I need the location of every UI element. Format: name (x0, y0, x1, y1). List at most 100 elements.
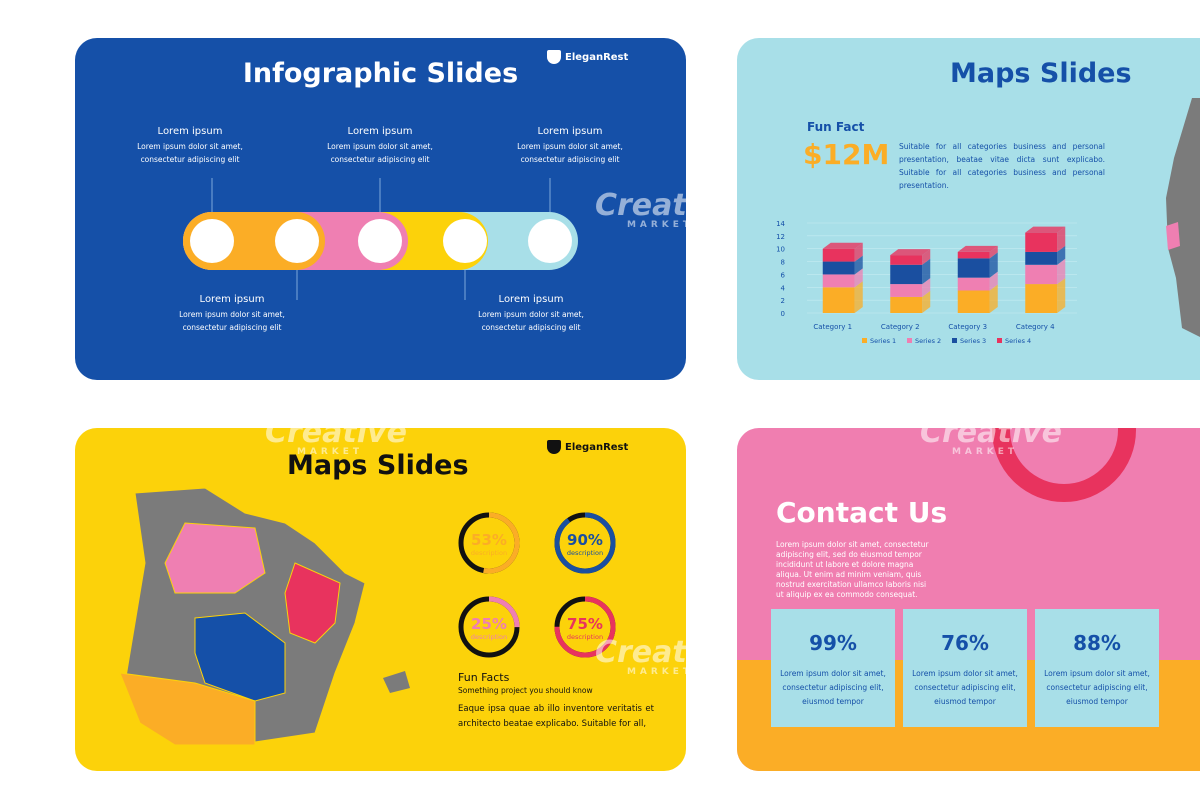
y-tick-label: 14 (776, 220, 785, 228)
infographic-slide: Infographic Slides EleganRest Lorem ipsu… (75, 38, 686, 380)
watermark-sub: MARKET (951, 15, 1019, 25)
watermark-sub: MARKET (951, 447, 1019, 457)
bar-segment (957, 290, 990, 313)
legend-swatch (997, 338, 1002, 343)
bar-side (989, 284, 998, 313)
legend-label: Series 4 (1005, 337, 1031, 345)
contact-slide: Contact Us Lorem ipsum dolor sit amet, c… (737, 428, 1200, 771)
step-line: consectetur adipiscing elit (140, 155, 240, 164)
bar-top (822, 242, 863, 249)
facts-text: Eaque ipsa quae ab illo inventore verita… (458, 704, 654, 729)
stat-value: 88% (1073, 631, 1121, 655)
x-tick-label: Category 1 (813, 323, 852, 331)
bar-side (989, 252, 998, 278)
maps-slide: Maps Slides Fun Fact $12M Suitable for a… (737, 38, 1200, 380)
bar-top (1025, 226, 1066, 233)
y-tick-label: 10 (776, 246, 785, 254)
slide-title: Contact Us (776, 496, 948, 529)
y-tick-label: 12 (776, 233, 785, 241)
slide-title: Maps Slides (950, 58, 1132, 89)
bar-segment (822, 261, 855, 275)
ring-label: 25% (471, 615, 507, 633)
step-line: Lorem ipsum dolor sit amet, (327, 142, 433, 151)
ring-arc (458, 512, 520, 574)
bar-side (922, 290, 931, 313)
step-text: Lorem ipsum Lorem ipsum dolor sit amet, co… (490, 126, 650, 166)
watermark-sub: MARKET (626, 667, 694, 677)
bar-side (922, 278, 931, 297)
y-tick-label: 2 (781, 297, 785, 305)
y-tick-label: 0 (781, 310, 785, 318)
step-heading: Lorem ipsum (498, 294, 564, 305)
bar-side (854, 268, 863, 288)
stat-value: 99% (809, 631, 857, 655)
watermark-sub: MARKET (296, 15, 364, 25)
maps-slide-2: Maps Slides EleganRest 53% description 90%… (75, 428, 686, 771)
bar-side (854, 242, 863, 262)
y-tick-label: 4 (781, 284, 786, 292)
step-line: consectetur adipiscing elit (481, 323, 581, 332)
ring-label: 75% (567, 615, 603, 633)
step-line: Lorem ipsum dolor sit amet, (478, 310, 584, 319)
step-text: Lorem ipsum Lorem ipsum dolor sit amet, co… (110, 126, 270, 166)
bar-segment (822, 248, 855, 262)
bar-segment (1025, 232, 1058, 252)
step-line: consectetur adipiscing elit (520, 155, 620, 164)
bar-segment (890, 284, 923, 297)
legend-swatch (952, 338, 957, 343)
y-tick-label: 6 (781, 271, 786, 279)
fact-value: $12M (803, 138, 890, 171)
bar-top (957, 245, 998, 252)
ring-stats: 53%description90%description25%descripti… (458, 512, 616, 658)
brand: EleganRest (547, 50, 628, 64)
stat-line: Lorem ipsum dolor sit amet, (780, 669, 886, 678)
step-heading: Lorem ipsum (157, 126, 223, 137)
bar-side (854, 281, 863, 313)
step-icons (190, 219, 572, 263)
fact-text: Suitable for all categories business and… (899, 142, 1105, 190)
step-heading: Lorem ipsum (347, 126, 413, 137)
facts-heading: Fun Facts (458, 671, 510, 684)
bar-side (989, 245, 998, 259)
bar-segment (1025, 251, 1058, 265)
bar-side (1057, 258, 1066, 285)
bar-segment (890, 264, 923, 285)
stat-line: eiusmod tempor (934, 697, 996, 706)
stat-card: 99% Lorem ipsum dolor sit amet, consectetu… (771, 609, 895, 727)
brand-text: EleganRest (565, 442, 629, 453)
step-heading: Lorem ipsum (199, 294, 265, 305)
bar-segment (822, 287, 855, 313)
contact-text: Lorem ipsum dolor sit amet, consectetur … (776, 540, 929, 599)
step-text: Lorem ipsum Lorem ipsum dolor sit amet, co… (300, 126, 460, 166)
step-bar (183, 178, 578, 300)
step-line: Lorem ipsum dolor sit amet, (137, 142, 243, 151)
bar-side (1057, 226, 1066, 252)
x-tick-label: Category 4 (1016, 323, 1055, 331)
bar-segment (822, 274, 855, 288)
step-line: Lorem ipsum dolor sit amet, (517, 142, 623, 151)
slide-title: Maps Slides (287, 450, 469, 481)
watermark-sub: MARKET (0, 230, 29, 240)
map-portugal (1166, 98, 1200, 337)
bar-segment (957, 258, 990, 278)
legend-swatch (907, 338, 912, 343)
bar-segment (957, 251, 990, 259)
legend-swatch (862, 338, 867, 343)
watermark-sub: MARKET (0, 667, 29, 677)
step-text: Lorem ipsum Lorem ipsum dolor sit amet, co… (451, 294, 611, 334)
ring-arc (554, 512, 616, 574)
stat-line: Lorem ipsum dolor sit amet, (1044, 669, 1150, 678)
legend-label: Series 3 (960, 337, 986, 345)
ring-arc (554, 596, 616, 658)
stacked-bar-chart: 0 2 4 6 8 10 12 14 Category 1 Category 2 Category … (776, 220, 1077, 345)
step-heading: Lorem ipsum (537, 126, 603, 137)
ring-description: description (567, 633, 603, 641)
y-tick-label: 8 (781, 259, 785, 267)
ring-description: description (471, 633, 507, 641)
facts-subheading: Something project you should know (458, 686, 593, 695)
bar-segment (957, 277, 990, 291)
